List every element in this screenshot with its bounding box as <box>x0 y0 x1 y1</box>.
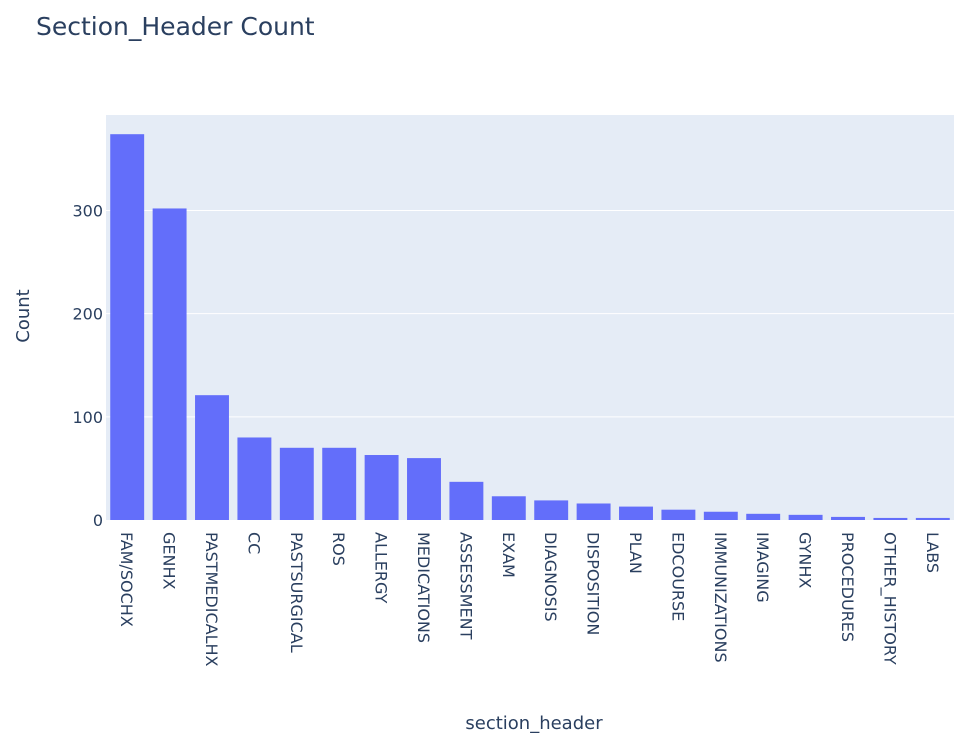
x-tick-label: DIAGNOSIS <box>541 532 560 622</box>
gridlines <box>106 210 954 418</box>
y-axis-title: Count <box>13 289 34 342</box>
bar-ros <box>322 447 357 520</box>
x-tick-label: ALLERGY <box>372 532 391 604</box>
bar-pastmedicalhx <box>195 395 229 520</box>
bars <box>110 134 950 520</box>
y-tick-label: 200 <box>72 305 103 324</box>
y-axis-ticks: 0 100 200 300 <box>72 202 103 530</box>
bar-disposition <box>576 503 611 520</box>
plot-area <box>106 115 954 520</box>
bar-imaging <box>746 513 781 520</box>
bar-assessment <box>449 481 484 520</box>
bar-cc <box>237 437 272 520</box>
bar-gynhx <box>788 514 823 520</box>
bar-medications <box>407 458 441 520</box>
x-tick-label: GENHX <box>160 532 179 590</box>
x-axis-ticks: FAM/SOCHX GENHX PASTMEDICALHX CC PASTSURGICA… <box>117 532 942 667</box>
x-tick-label: CC <box>244 532 263 554</box>
bar-plan <box>619 506 653 520</box>
x-tick-label: LABS <box>923 532 942 573</box>
x-tick-label: ASSESSMENT <box>456 532 475 640</box>
x-axis-title: section_header <box>465 713 603 734</box>
x-tick-label: DISPOSITION <box>584 532 603 635</box>
bar-allergy <box>364 455 399 520</box>
y-tick-label: 300 <box>72 202 103 221</box>
bar-labs <box>915 517 950 520</box>
bar-fam-sochx <box>110 134 145 520</box>
y-tick-label: 0 <box>93 511 103 530</box>
x-tick-label: PROCEDURES <box>838 532 857 642</box>
bar-pastsurgical <box>279 447 314 520</box>
x-tick-label: GYNHX <box>796 532 815 588</box>
bar-diagnosis <box>534 500 569 520</box>
x-tick-label: ROS <box>329 532 348 566</box>
x-tick-label: PASTMEDICALHX <box>202 532 221 667</box>
x-tick-label: PASTSURGICAL <box>287 532 306 653</box>
bar-edcourse <box>661 509 696 520</box>
x-tick-label: IMMUNIZATIONS <box>711 532 730 663</box>
chart-title: Section_Header Count <box>36 12 315 41</box>
bar-exam <box>491 496 526 520</box>
x-tick-label: MEDICATIONS <box>414 532 433 643</box>
x-tick-label: IMAGING <box>753 532 772 603</box>
x-tick-label: EDCOURSE <box>668 532 687 621</box>
y-tick-label: 100 <box>72 408 103 427</box>
x-tick-label: OTHER_HISTORY <box>879 532 899 665</box>
x-tick-label: FAM/SOCHX <box>117 532 136 627</box>
bar-other-history <box>873 517 908 520</box>
bar-immunizations <box>703 511 738 520</box>
x-tick-label: PLAN <box>626 532 645 574</box>
bar-genhx <box>152 208 187 520</box>
x-tick-label: EXAM <box>499 532 518 578</box>
bar-procedures <box>831 516 865 520</box>
